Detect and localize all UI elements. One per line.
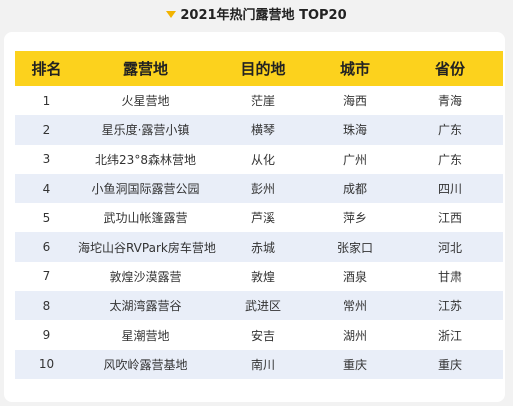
cell-province: 甘肃	[437, 269, 462, 284]
cell-campsite: 海坨山谷RVPark房车营地	[78, 240, 216, 255]
cell-rank: 9	[42, 328, 51, 343]
table-row: 1 火星营地 茫崖 海西 青海	[15, 86, 503, 115]
header-rank: 排名	[31, 60, 62, 78]
cell-campsite: 太湖湾露营谷	[109, 299, 182, 314]
cell-province: 河北	[437, 240, 462, 255]
header-province: 省份	[434, 60, 465, 78]
cell-destination: 芦溪	[250, 211, 275, 226]
cell-rank: 10	[38, 357, 55, 372]
cell-city: 珠海	[342, 123, 367, 138]
table-row: 2 星乐度·露营小镇 横琴 珠海 广东	[15, 115, 503, 145]
cell-city: 海西	[342, 94, 367, 109]
table-row: 8 太湖湾露营谷 武进区 常州 江苏	[15, 291, 503, 321]
cell-city: 张家口	[336, 240, 373, 255]
cell-province: 广东	[437, 123, 462, 138]
cell-city: 成都	[342, 182, 367, 197]
header-campsite: 露营地	[122, 60, 168, 78]
cell-rank: 1	[42, 93, 51, 108]
cell-campsite: 星潮营地	[121, 328, 170, 343]
cell-rank: 6	[42, 240, 51, 255]
cell-province: 青海	[437, 94, 462, 109]
cell-city: 重庆	[342, 357, 367, 372]
cell-province: 广东	[437, 152, 462, 167]
cell-destination: 彭州	[250, 182, 275, 197]
table-row: 10 风吹岭露营基地 南川 重庆 重庆	[15, 349, 503, 379]
cell-destination: 南川	[250, 357, 275, 372]
cell-campsite: 火星营地	[121, 94, 170, 109]
page-title: 2021年热门露营地 TOP20	[0, 7, 513, 25]
cell-city: 湖州	[342, 328, 367, 343]
cell-campsite: 星乐度·露营小镇	[101, 123, 190, 138]
cell-destination: 横琴	[250, 123, 275, 138]
table-row: 7 敦煌沙漠露营 敦煌 酒泉 甘肃	[15, 262, 503, 291]
table-row: 6 海坨山谷RVPark房车营地 赤城 张家口 河北	[15, 232, 503, 262]
table-row: 9 星潮营地 安吉 湖州 浙江	[15, 320, 503, 349]
cell-campsite: 小鱼洞国际露营公园	[91, 182, 200, 197]
table-header: 排名 露营地 目的地 城市 省份	[15, 51, 503, 86]
cell-destination: 赤城	[250, 240, 275, 255]
cell-province: 四川	[437, 182, 462, 197]
cell-destination: 茫崖	[250, 94, 275, 109]
cell-province: 重庆	[437, 357, 462, 372]
cell-city: 广州	[342, 152, 367, 167]
cell-rank: 7	[42, 269, 51, 284]
cell-city: 萍乡	[342, 211, 367, 226]
cell-city: 常州	[342, 299, 367, 314]
table-card: 排名 露营地 目的地 城市 省份 1 火星营地 茫崖 海西 青海 2 星乐度·露…	[4, 32, 505, 402]
cell-province: 浙江	[437, 328, 462, 343]
cell-province: 江西	[437, 211, 462, 226]
cell-rank: 3	[42, 152, 51, 167]
header-city: 城市	[339, 60, 370, 78]
table-row: 4 小鱼洞国际露营公园 彭州 成都 四川	[15, 173, 503, 204]
cell-destination: 从化	[250, 152, 275, 167]
cell-destination: 敦煌	[250, 269, 275, 284]
triangle-down-icon	[166, 11, 177, 18]
cell-destination: 安吉	[250, 328, 275, 343]
cell-campsite: 北纬23°8森林营地	[95, 152, 196, 167]
cell-rank: 5	[42, 210, 51, 225]
cell-campsite: 风吹岭露营基地	[103, 357, 188, 372]
page-title-text: 2021年热门露营地 TOP20	[180, 8, 347, 23]
cell-city: 酒泉	[342, 269, 367, 284]
cell-campsite: 敦煌沙漠露营	[109, 269, 182, 284]
cell-destination: 武进区	[244, 299, 281, 314]
table-row: 3 北纬23°8森林营地 从化 广州 广东	[15, 145, 503, 174]
cell-rank: 2	[42, 122, 51, 137]
cell-rank: 8	[42, 298, 51, 313]
cell-rank: 4	[42, 181, 51, 196]
cell-province: 江苏	[437, 299, 462, 314]
header-destination: 目的地	[240, 60, 286, 78]
cell-campsite: 武功山帐篷露营	[103, 211, 188, 226]
ranking-table: 排名 露营地 目的地 城市 省份 1 火星营地 茫崖 海西 青海 2 星乐度·露…	[15, 51, 503, 379]
table-row: 5 武功山帐篷露营 芦溪 萍乡 江西	[15, 203, 503, 232]
